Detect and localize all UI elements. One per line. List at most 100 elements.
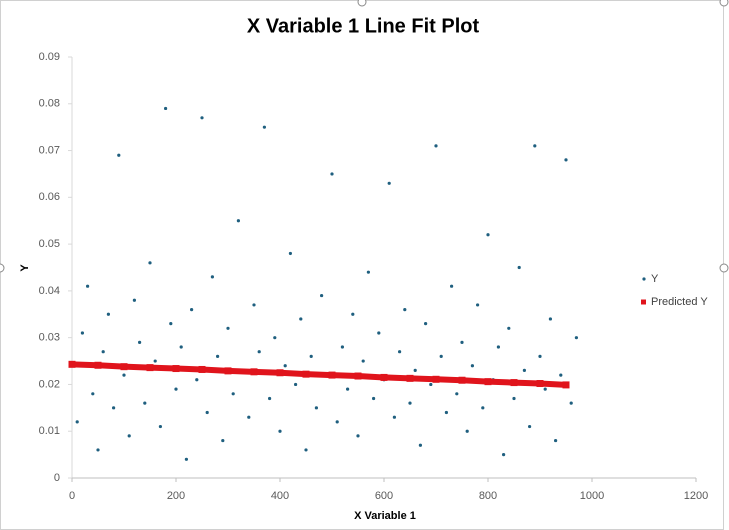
data-point — [216, 354, 220, 358]
data-point — [273, 336, 277, 340]
data-point — [543, 387, 547, 391]
data-point — [80, 331, 84, 335]
data-point — [195, 378, 199, 382]
data-point — [486, 233, 490, 237]
data-point — [268, 396, 272, 401]
y-tick-label: 0.08 — [39, 98, 60, 110]
legend-label: Y — [651, 273, 659, 285]
predicted-point — [250, 368, 258, 376]
data-point — [392, 415, 396, 419]
x-tick-label: 0 — [69, 490, 75, 502]
data-point — [179, 345, 183, 349]
data-point — [564, 158, 568, 162]
data-point — [517, 265, 521, 270]
data-point — [574, 336, 579, 340]
data-point — [210, 275, 214, 279]
predicted-point — [354, 372, 362, 380]
data-point — [496, 345, 500, 349]
x-tick-label: 800 — [479, 490, 497, 502]
data-point — [127, 434, 131, 438]
data-point — [340, 345, 344, 349]
data-point — [91, 392, 95, 396]
data-point — [304, 448, 308, 452]
data-point — [158, 424, 162, 429]
predicted-point — [68, 360, 76, 368]
y-tick-label: 0.06 — [39, 191, 60, 203]
data-point — [408, 401, 412, 405]
legend-marker — [641, 299, 646, 305]
predicted-point — [276, 369, 284, 377]
y-tick-label: 0.09 — [39, 51, 60, 63]
data-point — [424, 322, 428, 326]
data-point — [429, 382, 433, 387]
data-point — [164, 106, 168, 111]
predicted-point — [120, 363, 128, 371]
data-point — [528, 424, 532, 429]
data-point — [299, 317, 303, 321]
x-tick-label: 1200 — [684, 490, 708, 502]
y-tick-label: 0.05 — [39, 238, 60, 250]
data-point — [569, 401, 573, 405]
y-tick-label: 0.04 — [39, 285, 60, 297]
data-point — [226, 326, 230, 330]
data-point — [366, 270, 370, 274]
x-tick-label: 200 — [167, 490, 185, 502]
resize-handle[interactable] — [357, 0, 367, 7]
predicted-point — [172, 365, 180, 373]
data-point — [221, 438, 225, 443]
data-point — [75, 420, 79, 424]
data-point — [548, 317, 553, 321]
data-point — [117, 153, 121, 157]
data-point — [398, 350, 402, 354]
data-point — [257, 350, 261, 354]
data-point — [205, 410, 209, 415]
data-point — [314, 406, 318, 410]
resize-handle[interactable] — [719, 0, 729, 7]
data-point — [190, 308, 194, 312]
y-axis-label: Y — [19, 264, 31, 272]
data-point — [559, 373, 563, 377]
y-tick-label: 0.03 — [39, 332, 60, 344]
fit-line — [71, 361, 567, 388]
data-point — [288, 251, 292, 256]
data-point — [439, 354, 443, 358]
x-tick-label: 400 — [271, 490, 289, 502]
data-point — [143, 401, 147, 405]
data-point — [387, 181, 391, 185]
predicted-point — [536, 380, 544, 388]
legend-label: Predicted Y — [651, 296, 708, 308]
data-point — [247, 415, 251, 419]
data-point — [413, 368, 417, 373]
predicted-point — [510, 379, 518, 387]
data-point — [351, 312, 355, 316]
data-point — [148, 261, 152, 265]
resize-handle[interactable] — [0, 263, 5, 273]
y-tick-label: 0.01 — [39, 425, 60, 437]
data-point — [262, 125, 266, 129]
data-point — [470, 364, 474, 368]
data-point — [330, 172, 334, 176]
data-point — [231, 392, 235, 396]
predicted-point — [406, 374, 414, 382]
predicted-point — [484, 378, 492, 386]
predicted-point — [302, 370, 310, 378]
data-point — [512, 396, 516, 401]
data-point — [372, 396, 376, 401]
data-point — [132, 298, 136, 302]
data-point — [169, 322, 173, 326]
chart-title: X Variable 1 Line Fit Plot — [247, 15, 480, 37]
x-tick-label: 1000 — [580, 490, 604, 502]
data-point — [507, 326, 511, 330]
data-point — [320, 293, 324, 298]
data-point — [455, 392, 459, 396]
predicted-point — [328, 371, 336, 379]
data-point — [434, 144, 438, 148]
y-tick-label: 0.02 — [39, 378, 60, 390]
data-point — [502, 453, 506, 457]
data-point — [86, 284, 90, 288]
y-tick-label: 0 — [54, 472, 60, 484]
data-point — [361, 359, 365, 363]
resize-handle[interactable] — [719, 263, 729, 273]
